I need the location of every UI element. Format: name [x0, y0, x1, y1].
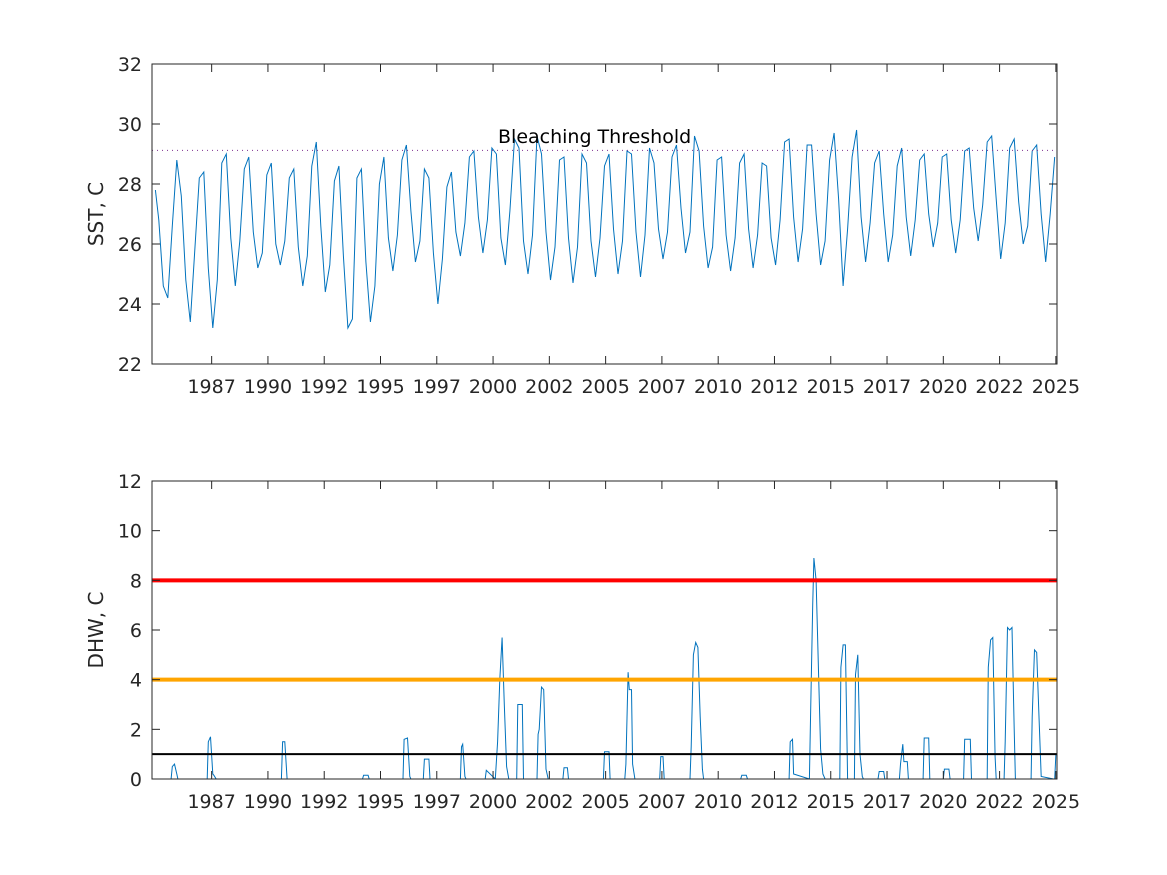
dhw-axes: 0 2 4 6 8 10 12 1987 1990 1992 1995 1997 2000 2002 20…	[84, 471, 1080, 813]
sst-x-tick-label: 2005	[581, 376, 629, 398]
dhw-y-tick-label: 12	[118, 471, 142, 493]
sst-y-tick-label: 22	[118, 354, 142, 376]
sst-x-tick-label: 2012	[750, 376, 798, 398]
dhw-x-tick-label: 2020	[919, 791, 967, 813]
dhw-y-tick-label: 2	[130, 719, 142, 741]
sst-x-tick-label: 2020	[919, 376, 967, 398]
dhw-y-tick-label: 8	[130, 570, 142, 592]
sst-y-ticks: 22 24 26 28 30 32	[118, 54, 1057, 376]
dhw-x-tick-label: 1990	[244, 791, 292, 813]
dhw-y-ticks: 0 2 4 6 8 10 12	[118, 471, 1057, 791]
sst-x-ticks: 1987 1990 1992 1995 1997 2000 2002 2005 2007 2010…	[187, 64, 1080, 398]
dhw-x-tick-label: 2022	[975, 791, 1023, 813]
sst-x-tick-label: 2002	[525, 376, 573, 398]
dhw-x-tick-label: 2002	[525, 791, 573, 813]
sst-x-tick-label: 2022	[975, 376, 1023, 398]
dhw-x-tick-label: 1997	[413, 791, 461, 813]
dhw-y-tick-label: 6	[130, 620, 142, 642]
sst-x-tick-label: 2007	[638, 376, 686, 398]
dhw-x-tick-label: 2017	[863, 791, 911, 813]
sst-x-tick-label: 1995	[356, 376, 404, 398]
dhw-x-tick-label: 2000	[469, 791, 517, 813]
dhw-x-tick-label: 2010	[694, 791, 742, 813]
dhw-x-tick-label: 2005	[581, 791, 629, 813]
sst-axes-box	[151, 63, 1058, 365]
sst-x-tick-label: 2010	[694, 376, 742, 398]
dhw-x-tick-label: 2015	[807, 791, 855, 813]
dhw-x-tick-label: 1987	[187, 791, 235, 813]
sst-x-tick-label: 1997	[413, 376, 461, 398]
sst-x-tick-label: 2025	[1032, 376, 1080, 398]
dhw-y-tick-label: 0	[130, 769, 142, 791]
sst-x-tick-label: 1990	[244, 376, 292, 398]
sst-y-axis-label: SST, C	[84, 182, 108, 246]
sst-plot-area	[152, 129, 1057, 330]
sst-y-tick-label: 24	[118, 294, 142, 316]
dhw-y-axis-label: DHW, C	[84, 592, 108, 669]
sst-axes: 22 24 26 28 30 32 1987 1990 1992 1995 1997 2000 200…	[84, 54, 1080, 398]
dhw-y-tick-label: 10	[118, 521, 142, 543]
sst-y-tick-label: 28	[118, 174, 142, 196]
sst-x-tick-label: 2015	[807, 376, 855, 398]
sst-x-tick-label: 2017	[863, 376, 911, 398]
dhw-x-tick-label: 2025	[1032, 791, 1080, 813]
sst-x-tick-label: 2000	[469, 376, 517, 398]
dhw-series-line	[153, 557, 1057, 779]
sst-y-tick-label: 30	[118, 114, 142, 136]
bleaching-threshold-label: Bleaching Threshold	[498, 126, 691, 148]
dhw-x-tick-label: 2012	[750, 791, 798, 813]
dhw-x-ticks: 1987 1990 1992 1995 1997 2000 2002 2005 2007 2010…	[187, 481, 1080, 813]
sst-x-tick-label: 1992	[300, 376, 348, 398]
sst-x-tick-label: 1987	[187, 376, 235, 398]
dhw-x-tick-label: 1992	[300, 791, 348, 813]
sst-y-tick-label: 26	[118, 234, 142, 256]
sst-y-tick-label: 32	[118, 54, 142, 76]
dhw-x-tick-label: 2007	[638, 791, 686, 813]
dhw-x-tick-label: 1995	[356, 791, 404, 813]
sst-series-line	[154, 129, 1056, 330]
dhw-y-tick-label: 4	[130, 670, 142, 692]
dhw-axes-box	[151, 480, 1058, 780]
dhw-plot-area	[152, 557, 1057, 779]
